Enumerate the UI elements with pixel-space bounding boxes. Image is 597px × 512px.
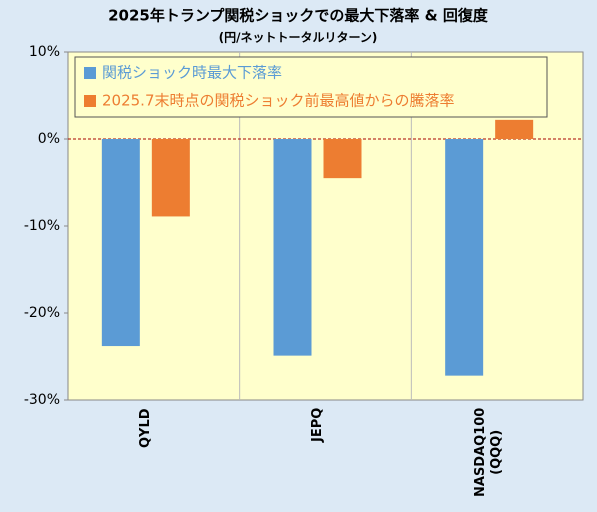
legend-label: 関税ショック時最大下落率 <box>102 64 282 82</box>
y-tick-label: -20% <box>24 305 60 321</box>
bar <box>273 139 312 356</box>
chart-subtitle: (円/ネットトータルリターン) <box>219 31 378 45</box>
x-tick-label: QYLD <box>137 408 153 448</box>
legend-box <box>74 56 548 118</box>
y-tick-label: -10% <box>24 218 60 234</box>
bar <box>495 119 534 139</box>
y-tick-label: 10% <box>29 44 60 60</box>
chart-title: 2025年トランプ関税ショックでの最大下落率 & 回復度 <box>108 7 489 25</box>
bar <box>101 139 140 347</box>
y-tick-label: 0% <box>38 131 60 147</box>
bar <box>445 139 484 376</box>
legend-swatch <box>84 67 96 79</box>
bar <box>323 139 362 179</box>
bar <box>151 139 190 217</box>
legend-swatch <box>84 95 96 107</box>
x-tick-label: NASDAQ100 (QQQ) <box>473 407 505 497</box>
x-tick-label: JEPQ <box>309 407 325 442</box>
legend-label: 2025.7末時点の関税ショック前最高値からの騰落率 <box>102 92 455 110</box>
y-tick-label: -30% <box>24 392 60 408</box>
